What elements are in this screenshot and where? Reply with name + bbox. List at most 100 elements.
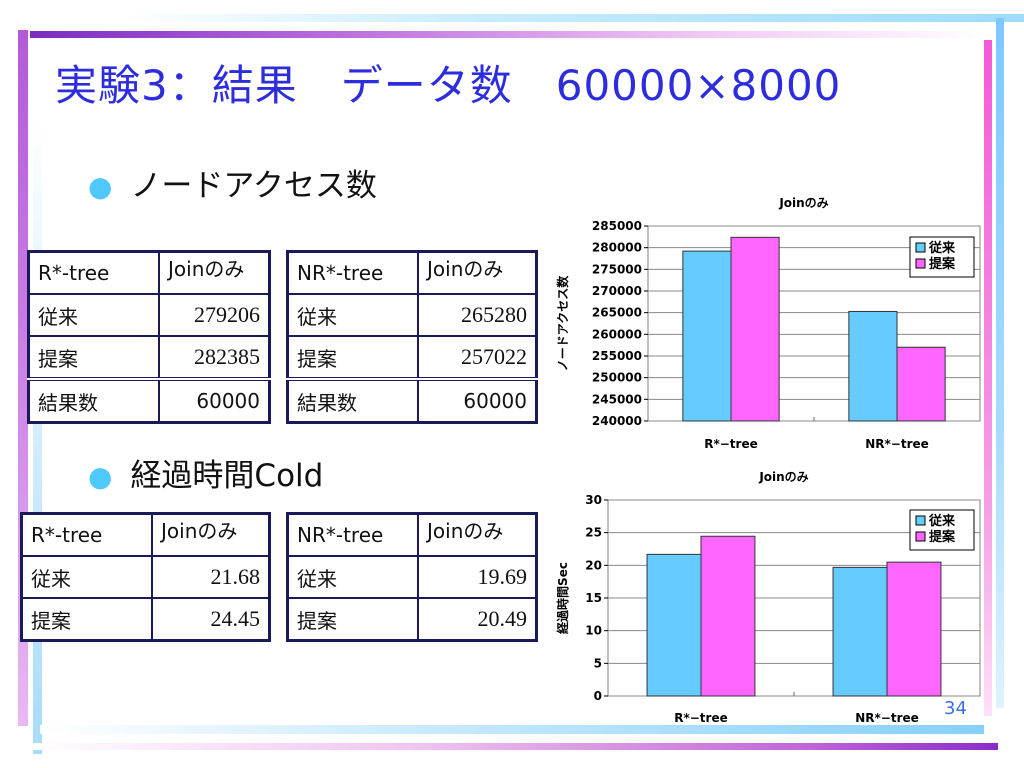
y-tick-label: 270000 — [592, 284, 642, 298]
table-header-row: NR*-tree Joinのみ — [286, 512, 538, 557]
chart-title: Joinのみ — [758, 470, 808, 484]
left-decor-bar — [18, 30, 28, 726]
y-tick-label: 5 — [594, 656, 602, 670]
bullet-label: 経過時間Cold — [130, 458, 324, 494]
node-access-chart: Joinのみ 240000 245000 250000 255000 260000 2650… — [555, 196, 981, 451]
table-row-label: 従来 — [27, 293, 160, 337]
bar — [886, 561, 942, 697]
bar — [730, 236, 780, 422]
table-header-cell: NR*-tree — [286, 512, 419, 557]
table-row-label: 提案 — [286, 335, 419, 380]
table-elapsed-time-rtree: R*-tree Joinのみ 従来 21.68 提案 24.45 — [20, 512, 271, 642]
table-cell-value: 60000 — [417, 377, 538, 424]
table-header-row: R*-tree Joinのみ — [20, 512, 271, 557]
y-tick-label: 0 — [594, 689, 602, 703]
slide-title: 実験3：結果 データ数 60000×8000 — [55, 61, 842, 110]
right-decor-bar-2 — [996, 18, 1004, 708]
table-row-label: 従来 — [20, 555, 153, 599]
y-tick-label: 245000 — [592, 392, 642, 406]
top-decor-stripe — [120, 14, 1024, 22]
table-row-label: 結果数 — [286, 377, 419, 424]
y-tick-label: 285000 — [592, 219, 642, 233]
y-tick-label: 25 — [585, 526, 602, 540]
y-tick-label: 10 — [585, 624, 602, 638]
bullet-dot-icon: ● — [88, 460, 113, 493]
table-cell-value: 265280 — [417, 293, 538, 337]
table-node-access-rtree: R*-tree Joinのみ 従来 279206 提案 282385 結果数 6… — [27, 250, 271, 424]
legend-label: 提案 — [929, 529, 956, 545]
x-tick-label: R*−tree — [704, 437, 758, 451]
bar — [896, 346, 946, 422]
table-cell-value: 20.49 — [417, 597, 538, 642]
bottom-decor-stripe-2 — [30, 743, 998, 750]
bar — [832, 566, 888, 697]
table-cell-value: 282385 — [158, 335, 271, 380]
table-row: 提案 257022 — [286, 335, 538, 380]
y-tick-label: 15 — [585, 591, 602, 605]
left-decor-bar-2 — [33, 118, 42, 754]
table-header-cell: R*-tree — [27, 250, 160, 295]
table-row: 結果数 60000 — [286, 377, 538, 424]
y-axis-label: ノードアクセス数 — [555, 275, 570, 371]
table-row-label: 提案 — [286, 597, 419, 642]
table-row: 従来 21.68 — [20, 555, 271, 599]
legend-swatch — [915, 258, 926, 269]
legend-swatch — [915, 515, 926, 526]
table-cell-value: 279206 — [158, 293, 271, 337]
table-header-cell: Joinのみ — [158, 250, 271, 295]
y-tick-label: 255000 — [592, 349, 642, 363]
table-row-label: 提案 — [27, 335, 160, 380]
legend-swatch — [915, 242, 926, 253]
bullet-elapsed-time: ● 経過時間Cold — [88, 450, 323, 495]
bar — [848, 310, 898, 422]
x-tick-label: NR*−tree — [855, 711, 919, 725]
legend-label: 従来 — [928, 240, 956, 256]
y-tick-label: 20 — [585, 558, 602, 572]
bullet-node-access: ● ノードアクセス数 — [88, 160, 377, 205]
table-elapsed-time-nrtree: NR*-tree Joinのみ 従来 19.69 提案 20.49 — [286, 512, 538, 642]
table-cell-value: 24.45 — [151, 597, 271, 642]
x-tick-label: NR*−tree — [865, 437, 929, 451]
table-cell-value: 60000 — [158, 377, 271, 424]
table-header-cell: R*-tree — [20, 512, 153, 557]
table-header-row: NR*-tree Joinのみ — [286, 250, 538, 295]
x-tick-label: R*−tree — [674, 711, 728, 725]
legend-label: 提案 — [929, 256, 956, 272]
table-header-cell: Joinのみ — [417, 250, 538, 295]
y-tick-label: 30 — [585, 493, 602, 507]
table-row: 提案 20.49 — [286, 597, 538, 642]
table-cell-value: 19.69 — [417, 555, 538, 599]
table-cell-value: 21.68 — [151, 555, 271, 599]
slide-number: 34 — [944, 698, 967, 719]
bar — [646, 553, 702, 697]
chart-title: Joinのみ — [778, 196, 828, 210]
y-tick-label: 250000 — [592, 371, 642, 385]
table-header-cell: NR*-tree — [286, 250, 419, 295]
table-header-row: R*-tree Joinのみ — [27, 250, 271, 295]
y-tick-label: 260000 — [592, 327, 642, 341]
table-row: 提案 282385 — [27, 335, 271, 380]
bullet-dot-icon: ● — [88, 170, 113, 203]
table-row: 結果数 60000 — [27, 377, 271, 424]
table-row-label: 従来 — [286, 555, 419, 599]
top-decor-stripe-2 — [30, 31, 990, 38]
y-tick-label: 265000 — [592, 306, 642, 320]
table-row-label: 結果数 — [27, 377, 160, 424]
table-node-access-nrtree: NR*-tree Joinのみ 従来 265280 提案 257022 結果数 … — [286, 250, 538, 424]
bottom-decor-stripe — [40, 725, 984, 734]
legend-label: 従来 — [928, 513, 956, 529]
y-tick-label: 240000 — [592, 414, 642, 428]
bar — [682, 250, 732, 422]
table-row: 従来 279206 — [27, 293, 271, 337]
table-row-label: 提案 — [20, 597, 153, 642]
y-tick-label: 275000 — [592, 262, 642, 276]
table-row-label: 従来 — [286, 293, 419, 337]
table-row: 従来 265280 — [286, 293, 538, 337]
bar — [700, 535, 756, 697]
table-header-cell: Joinのみ — [417, 512, 538, 557]
table-cell-value: 257022 — [417, 335, 538, 380]
right-decor-bar — [984, 40, 992, 716]
y-axis-label: 経過時間Sec — [555, 562, 570, 634]
y-tick-label: 280000 — [592, 241, 642, 255]
elapsed-time-chart: Joinのみ 0 5 10 15 20 25 30 経過時間Sec R*−tree NR*−tree… — [555, 470, 981, 725]
